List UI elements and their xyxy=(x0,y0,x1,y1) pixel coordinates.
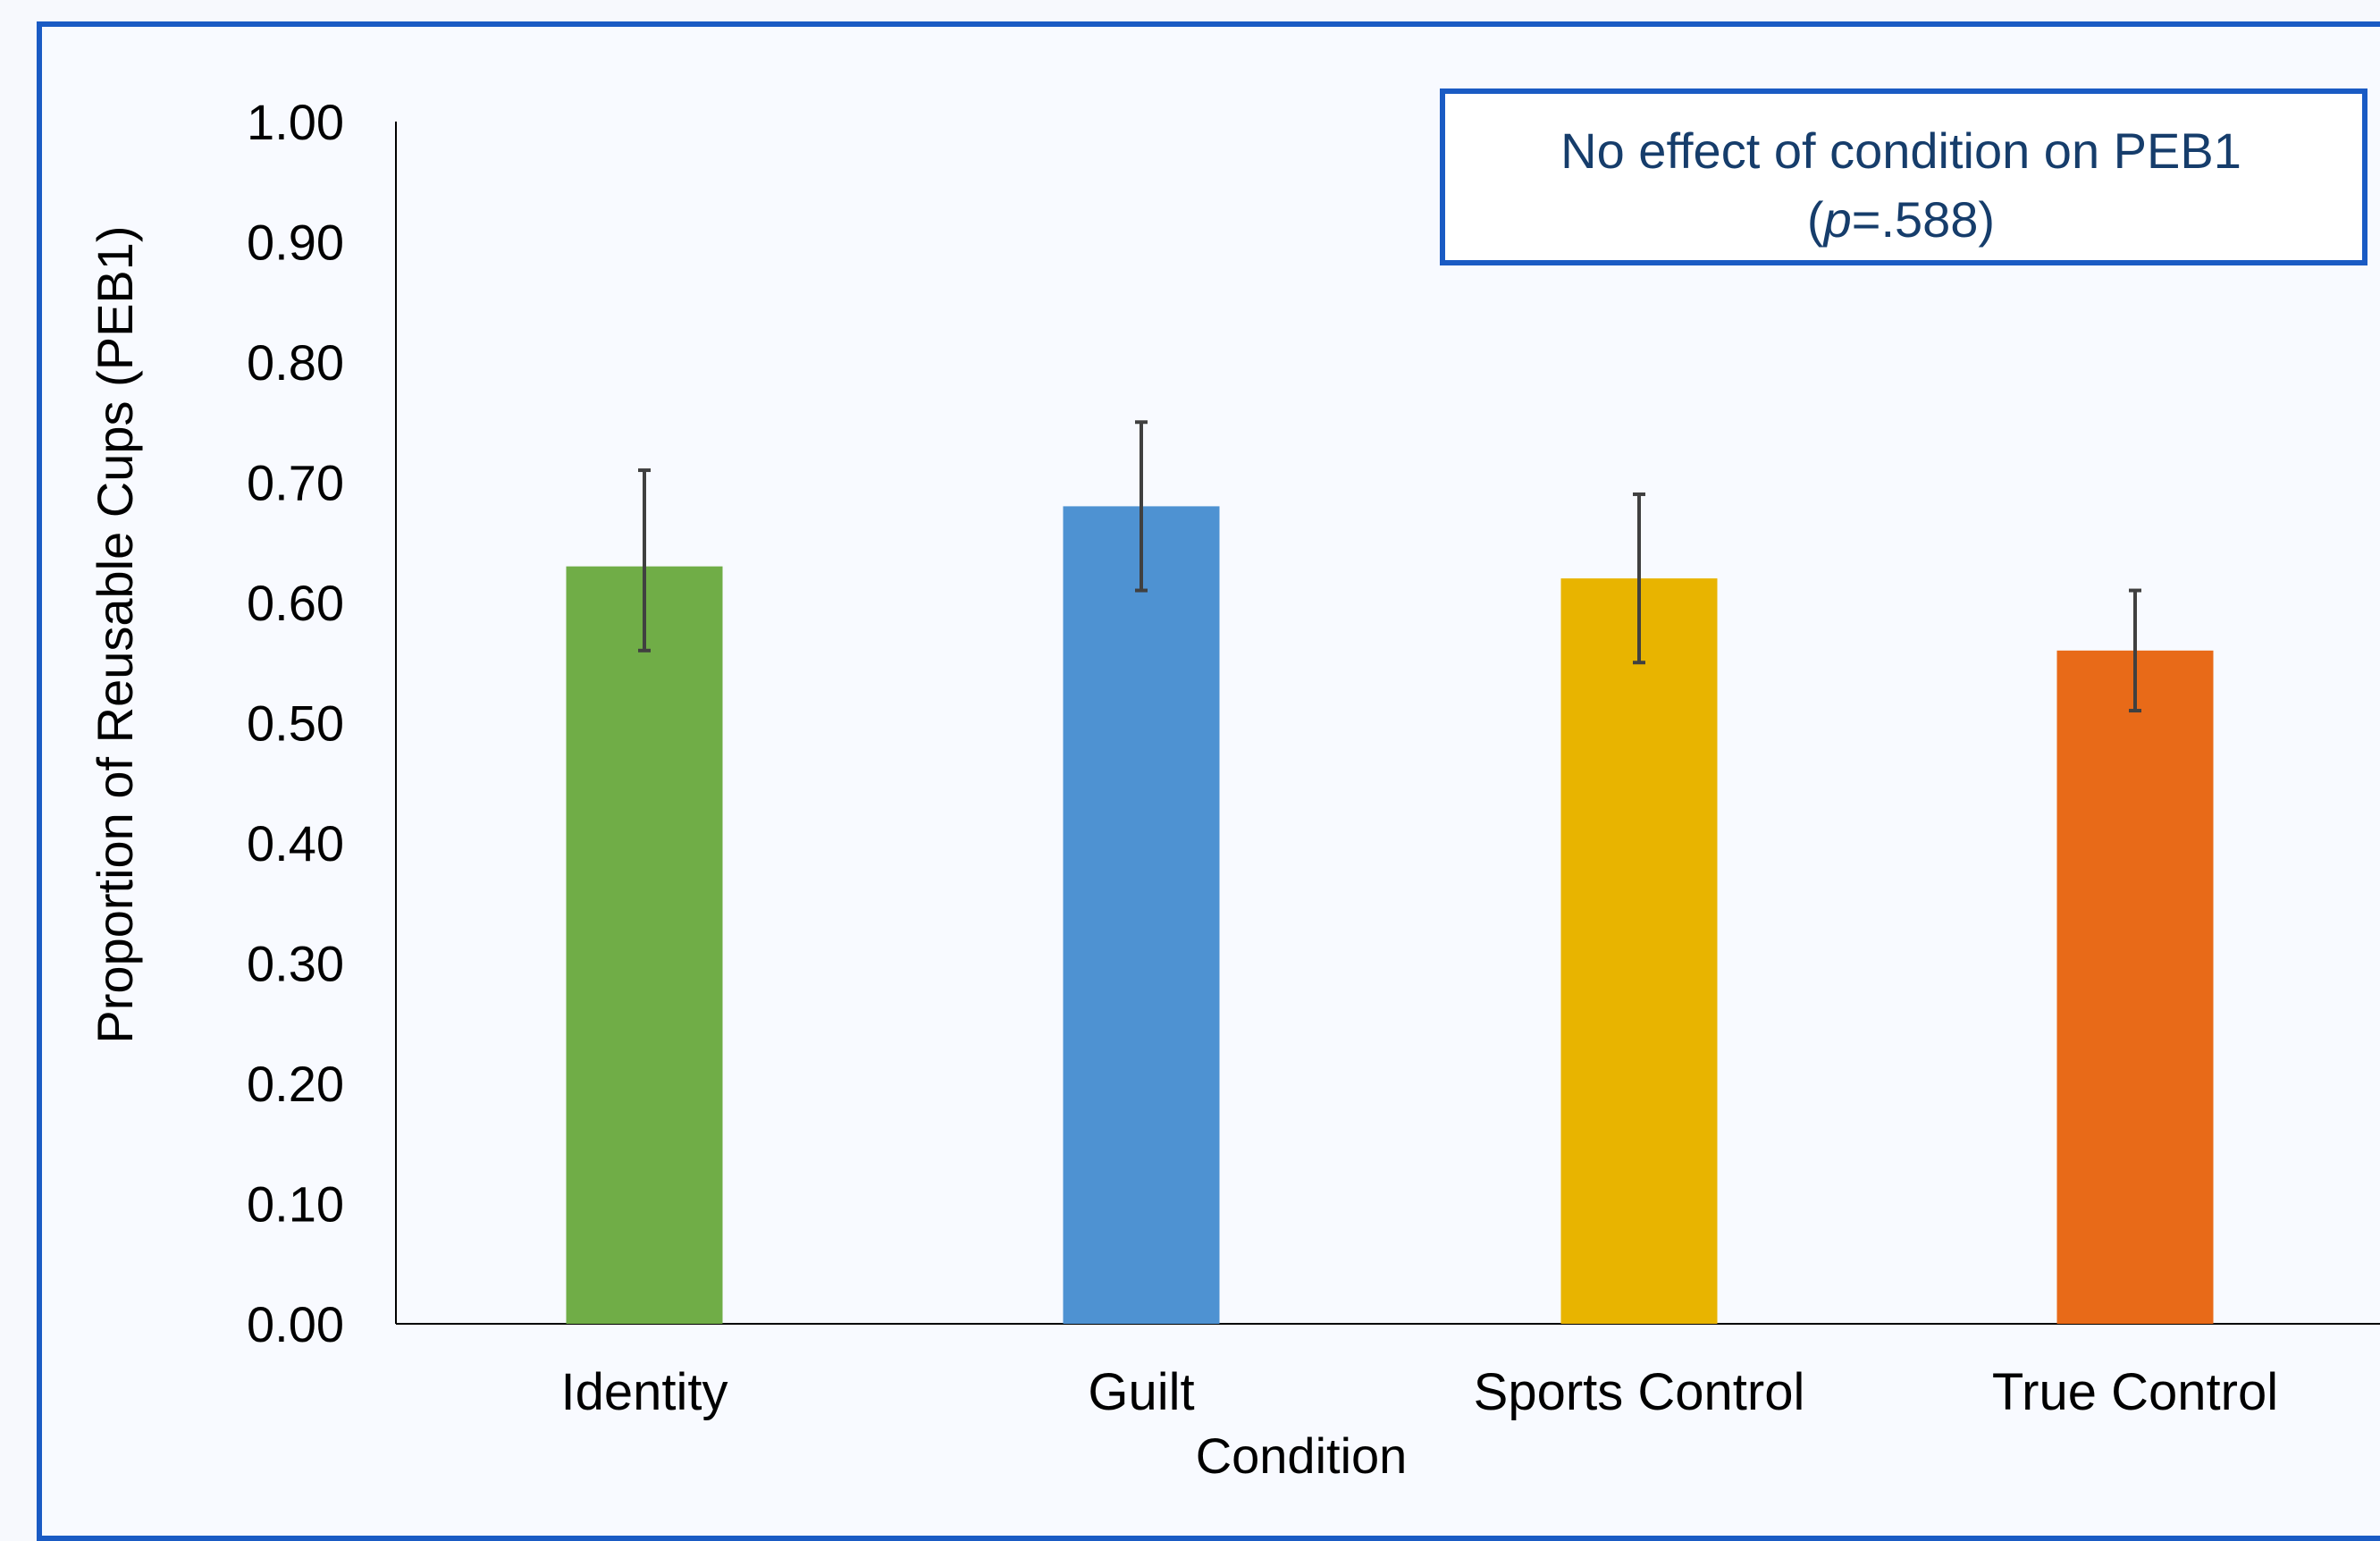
y-axis-ticks: 0.00 0.10 0.20 0.30 0.40 0.50 0.60 0.70 0.80 0.90… xyxy=(247,94,344,1352)
y-tick-label: 0.70 xyxy=(247,455,344,511)
x-category-label: Identity xyxy=(561,1363,728,1421)
x-axis-title: Condition xyxy=(1196,1427,1408,1479)
y-tick-label: 0.80 xyxy=(247,334,344,391)
x-category-label: True Control xyxy=(1992,1363,2278,1421)
y-tick-label: 0.10 xyxy=(247,1176,344,1233)
annotation-p-italic: p xyxy=(1822,191,1852,248)
bar xyxy=(1560,578,1718,1324)
error-bars-group xyxy=(638,420,2141,713)
x-category-label: Sports Control xyxy=(1474,1363,1805,1421)
y-tick-label: 0.00 xyxy=(247,1296,344,1352)
y-tick-label: 0.50 xyxy=(247,695,344,752)
bar xyxy=(566,566,723,1324)
annotation-line1: No effect of condition on PEB1 xyxy=(1560,122,2241,179)
y-tick-label: 0.40 xyxy=(247,815,344,872)
bar xyxy=(1063,506,1220,1324)
annotation-p-open: ( xyxy=(1807,191,1824,248)
x-axis-categories: Identity Guilt Sports Control True Control xyxy=(561,1363,2279,1421)
y-tick-label: 0.30 xyxy=(247,936,344,992)
y-tick-label: 0.90 xyxy=(247,215,344,271)
x-category-label: Guilt xyxy=(1088,1363,1194,1421)
y-tick-label: 0.20 xyxy=(247,1056,344,1112)
bar-chart: 0.00 0.10 0.20 0.30 0.40 0.50 0.60 0.70 0.80 0.90… xyxy=(87,88,2380,1479)
annotation-p-rest: =.588) xyxy=(1852,191,1995,248)
bars-group xyxy=(566,506,2214,1324)
annotation-line2: (p=.588) xyxy=(1807,191,1995,248)
y-tick-label: 1.00 xyxy=(247,94,344,150)
annotation-box: No effect of condition on PEB1 (p=.588) xyxy=(1440,88,2367,265)
y-axis-title: Proportion of Reusable Cups (PEB1) xyxy=(87,225,143,1043)
bar xyxy=(2056,650,2214,1324)
y-tick-label: 0.60 xyxy=(247,575,344,631)
